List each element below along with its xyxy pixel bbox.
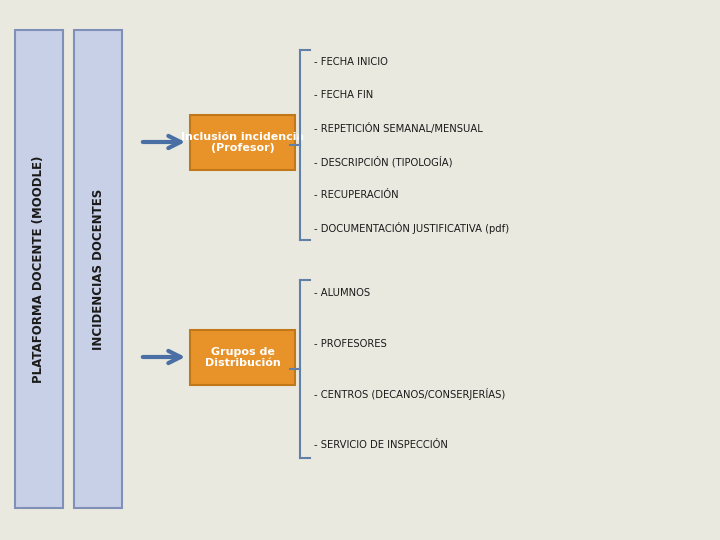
Text: - FECHA FIN: - FECHA FIN bbox=[314, 90, 373, 100]
Text: - ALUMNOS: - ALUMNOS bbox=[314, 288, 370, 298]
FancyBboxPatch shape bbox=[190, 330, 295, 385]
Text: - REPETICIÓN SEMANAL/MENSUAL: - REPETICIÓN SEMANAL/MENSUAL bbox=[314, 123, 482, 134]
FancyBboxPatch shape bbox=[74, 30, 122, 508]
Text: - DESCRIPCIÓN (TIPOLOGÍA): - DESCRIPCIÓN (TIPOLOGÍA) bbox=[314, 156, 452, 167]
FancyBboxPatch shape bbox=[15, 30, 63, 508]
Text: - CENTROS (DECANOS/CONSERJERÍAS): - CENTROS (DECANOS/CONSERJERÍAS) bbox=[314, 388, 505, 400]
Text: - DOCUMENTACIÓN JUSTIFICATIVA (pdf): - DOCUMENTACIÓN JUSTIFICATIVA (pdf) bbox=[314, 222, 509, 234]
Text: - SERVICIO DE INSPECCIÓN: - SERVICIO DE INSPECCIÓN bbox=[314, 440, 448, 450]
Text: Inclusión incidencia
(Profesor): Inclusión incidencia (Profesor) bbox=[181, 132, 304, 153]
Text: - RECUPERACIÓN: - RECUPERACIÓN bbox=[314, 190, 399, 200]
FancyBboxPatch shape bbox=[190, 115, 295, 170]
Text: INCIDENCIAS DOCENTES: INCIDENCIAS DOCENTES bbox=[91, 188, 104, 349]
Text: - FECHA INICIO: - FECHA INICIO bbox=[314, 57, 388, 67]
Text: Grupos de
Distribución: Grupos de Distribución bbox=[204, 347, 280, 368]
Text: PLATAFORMA DOCENTE (MOODLE): PLATAFORMA DOCENTE (MOODLE) bbox=[32, 156, 45, 383]
Text: - PROFESORES: - PROFESORES bbox=[314, 339, 387, 349]
